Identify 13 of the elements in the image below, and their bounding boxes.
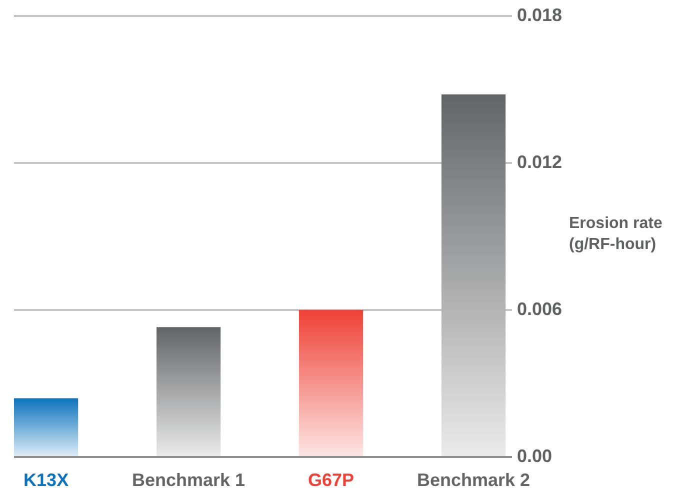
y-tick-label: 0.006 xyxy=(517,298,562,319)
bar xyxy=(156,327,221,456)
x-tick-label: K13X xyxy=(24,470,69,490)
y-axis-title: Erosion rate (g/RF-hour) xyxy=(569,214,664,255)
x-tick-label: Benchmark 1 xyxy=(132,470,246,490)
y-tick-label: 0.00 xyxy=(517,446,552,466)
x-tick-label: Benchmark 2 xyxy=(416,470,530,490)
bar xyxy=(14,398,78,456)
bar xyxy=(441,94,506,456)
bar xyxy=(298,310,364,456)
x-tick-label: G67P xyxy=(308,470,354,490)
y-tick-label: 0.018 xyxy=(517,4,562,25)
y-tick-label: 0.012 xyxy=(517,152,562,172)
